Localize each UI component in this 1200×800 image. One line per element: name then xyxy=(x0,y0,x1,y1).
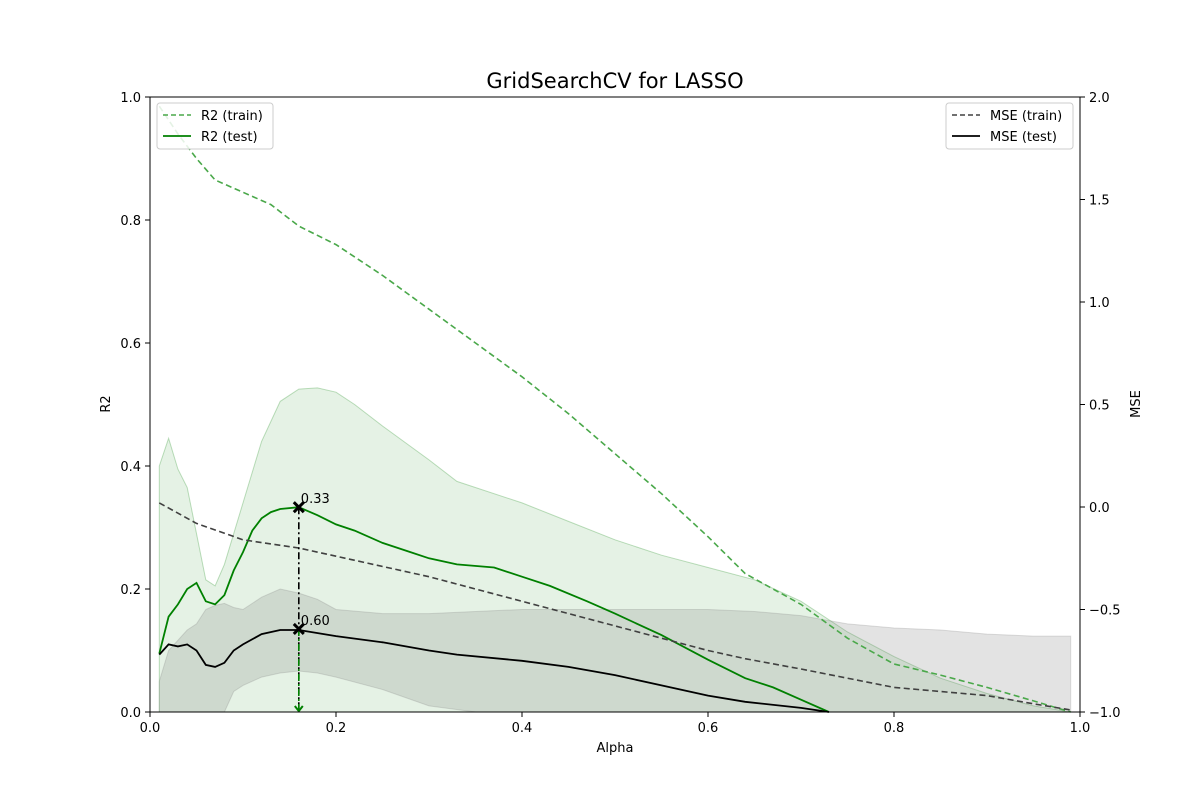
right-y-axis-ticks: −1.0 −0.5 0.0 0.5 1.0 1.5 2.0 xyxy=(1080,91,1121,721)
legend-mse-test-label: MSE (test) xyxy=(990,130,1057,145)
left-y-axis-label: R2 xyxy=(99,395,114,412)
legend-r2-frame xyxy=(156,102,274,150)
left-y-tick-label: 0.2 xyxy=(120,583,141,598)
best-alpha-arrow xyxy=(294,705,304,713)
left-y-tick-label: 1.0 xyxy=(120,91,141,106)
right-y-tick-label: −0.5 xyxy=(1089,604,1121,619)
left-y-tick-label: 0.6 xyxy=(120,337,141,352)
x-tick-label: 1.0 xyxy=(1070,721,1091,736)
x-tick-label: 0.4 xyxy=(512,721,533,736)
best-point-marker-1 xyxy=(292,622,305,636)
series-line-2 xyxy=(158,502,1071,711)
right-y-axis-label: MSE xyxy=(1129,390,1144,418)
left-y-tick-label: 0.4 xyxy=(120,460,141,475)
right-y-tick-label: 2.0 xyxy=(1089,91,1110,106)
right-y-tick-label: −1.0 xyxy=(1089,706,1121,721)
series-line-0 xyxy=(158,105,1071,713)
right-y-tick-label: 1.0 xyxy=(1089,296,1110,311)
legend-mse-train-label: MSE (train) xyxy=(990,109,1062,124)
x-tick-label: 0.6 xyxy=(698,721,719,736)
best-alpha-markers: 0.33 0.60 xyxy=(292,492,330,713)
x-tick-label: 0.0 xyxy=(140,721,161,736)
legend-r2-test-label: R2 (test) xyxy=(201,130,258,145)
left-y-axis-ticks: 0.0 0.2 0.4 0.6 0.8 1.0 xyxy=(120,91,150,721)
chart-title: GridSearchCV for LASSO xyxy=(486,69,743,93)
right-y-tick-label: 0.5 xyxy=(1089,399,1110,414)
x-tick-label: 0.8 xyxy=(884,721,905,736)
best-point-marker-0 xyxy=(292,501,305,514)
left-y-tick-label: 0.0 xyxy=(120,706,141,721)
right-y-tick-label: 0.0 xyxy=(1089,501,1110,516)
right-y-tick-label: 1.5 xyxy=(1089,194,1110,209)
x-axis-ticks: 0.0 0.2 0.4 0.6 0.8 1.0 xyxy=(140,712,1091,736)
series-line-1 xyxy=(158,506,830,713)
legend-r2-train-label: R2 (train) xyxy=(201,109,263,124)
best-point-label-0: 0.33 xyxy=(301,492,330,507)
x-tick-label: 0.2 xyxy=(326,721,347,736)
legend-mse: MSE (train) MSE (test) xyxy=(945,102,1074,150)
best-point-label-1: 0.60 xyxy=(301,614,330,629)
left-y-tick-label: 0.8 xyxy=(120,214,141,229)
std-bands xyxy=(158,387,1072,713)
x-axis-label: Alpha xyxy=(597,741,634,756)
legend-r2: R2 (train) R2 (test) xyxy=(156,102,274,150)
